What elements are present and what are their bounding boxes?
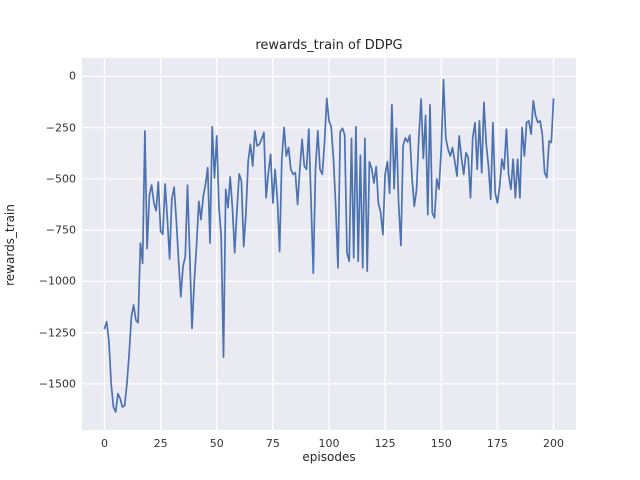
y-tick-label: −250: [45, 121, 76, 135]
x-axis-label: episodes: [302, 450, 356, 464]
data-line-series: [103, 78, 555, 413]
grid-lines: [82, 58, 576, 430]
x-tick-label: 75: [265, 437, 280, 450]
y-tick-label: −1250: [38, 326, 76, 340]
x-tick-label: 150: [430, 437, 452, 450]
y-tick-label: −500: [45, 172, 76, 186]
x-tick-label: 125: [374, 437, 396, 450]
x-tick-label: 0: [100, 437, 108, 450]
x-tick-label: 175: [486, 437, 508, 450]
plot-area: [82, 58, 576, 430]
chart-canvas: [82, 58, 576, 430]
y-tick-label: −1000: [38, 274, 76, 288]
y-tick-label: −1500: [38, 377, 76, 391]
x-tick-label: 100: [318, 437, 340, 450]
chart-title: rewards_train of DDPG: [255, 38, 403, 53]
x-tick-label: 25: [153, 437, 168, 450]
y-axis-label: rewards_train: [3, 204, 17, 286]
y-tick-label: −750: [45, 223, 76, 237]
x-tick-label: 50: [209, 437, 224, 450]
x-tick-label: 200: [543, 437, 565, 450]
y-tick-label: 0: [69, 69, 76, 83]
